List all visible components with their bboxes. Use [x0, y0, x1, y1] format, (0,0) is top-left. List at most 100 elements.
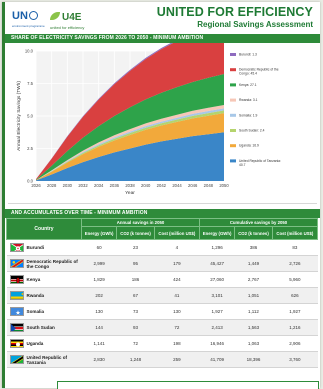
- cum-cost-header: Cost (million US$): [271, 226, 319, 240]
- legend-swatch: [230, 129, 236, 132]
- country-name: Burundi: [26, 239, 82, 256]
- legend-swatch: [230, 144, 236, 148]
- x-tick-label: 2028: [47, 183, 57, 188]
- value-cell: 130: [154, 303, 200, 320]
- value-cell: 5,960: [272, 271, 318, 288]
- u4e-logo: U4E united for efficiency: [50, 12, 85, 30]
- value-cell: 626: [272, 287, 318, 304]
- legend-label-cont: 40.7: [239, 163, 246, 167]
- energy-header: Energy (GWh): [80, 226, 118, 240]
- flag-cell: [6, 255, 27, 272]
- value-cell: 144: [81, 319, 117, 336]
- legend-label: Kenya: 27.1: [239, 83, 257, 87]
- cum-energy-header: Energy (GWh): [198, 226, 236, 240]
- value-cell: 45,427: [199, 255, 235, 272]
- area-series-5: [36, 74, 224, 181]
- value-cell: 60: [81, 239, 117, 256]
- value-cell: 179: [154, 255, 200, 272]
- value-cell: 2,413: [199, 319, 235, 336]
- value-cell: 41: [154, 287, 200, 304]
- value-cell: 386: [234, 239, 273, 256]
- value-cell: 67: [116, 287, 155, 304]
- value-cell: 27,060: [199, 271, 235, 288]
- value-cell: 16,946: [199, 335, 235, 352]
- value-cell: 424: [154, 271, 200, 288]
- table-section-title: AND ACCUMULATES OVER TIME - MINIMUM AMBI…: [5, 209, 320, 218]
- value-cell: 18,396: [234, 351, 273, 368]
- y-tick-label: 5.0: [27, 114, 33, 119]
- flag-cell: [6, 287, 27, 304]
- legend-swatch: [230, 159, 236, 163]
- legend-label: Uganda: 16.9: [239, 144, 259, 148]
- value-cell: 23: [116, 239, 155, 256]
- y-tick-label: 2.5: [27, 146, 33, 151]
- value-cell: 1,927: [272, 303, 318, 320]
- value-cell: 1,829: [81, 271, 117, 288]
- legend-label: United Republic of Tanzania:: [239, 159, 281, 163]
- legend-swatch: [230, 68, 236, 72]
- value-cell: 198: [154, 335, 200, 352]
- value-cell: 2,999: [81, 255, 117, 272]
- x-tick-label: 2048: [204, 183, 214, 188]
- unep-logo: UN environment programme: [12, 10, 45, 28]
- x-axis-label: Year: [125, 190, 135, 196]
- country-name: Uganda: [26, 335, 82, 352]
- value-cell: 1,449: [234, 255, 273, 272]
- annual-savings-header: Annual savings in 2050: [81, 218, 200, 227]
- value-cell: 3,101: [199, 287, 235, 304]
- value-cell: 130: [81, 303, 117, 320]
- value-cell: 1,051: [234, 287, 273, 304]
- y-axis-label: Annual Electricity Savings (TWh): [16, 81, 22, 151]
- value-cell: 73: [116, 303, 155, 320]
- x-tick-label: 2042: [157, 183, 167, 188]
- leaf-icon: [50, 12, 60, 20]
- flag-cell: [6, 303, 27, 320]
- table-row: Uganda 1,141 72 198 16,946 1,063 2,906: [6, 335, 318, 352]
- page-title: UNITED FOR EFFICIENCY: [156, 5, 313, 19]
- report-page: UN environment programme U4E united for …: [2, 2, 320, 388]
- y-tick-label: 0.0: [27, 179, 33, 184]
- value-cell: 3,760: [272, 351, 318, 368]
- tanzania-flag-icon: [9, 355, 24, 364]
- table-row: Democratic Republic of the Congo 2,999 95 1…: [6, 255, 318, 272]
- legend-swatch: [230, 83, 236, 87]
- value-cell: 1,112: [234, 303, 273, 320]
- value-cell: 259: [154, 351, 200, 368]
- x-tick-label: 2036: [110, 183, 120, 188]
- value-cell: 1,248: [116, 351, 155, 368]
- value-cell: 1,296: [199, 239, 235, 256]
- table-row: Burundi 60 23 4 1,296 386 83: [6, 239, 318, 256]
- y-tick-label: 10.0: [25, 49, 34, 54]
- report-header: UN environment programme U4E united for …: [5, 2, 320, 34]
- burundi-flag-icon: [9, 243, 24, 252]
- legend-swatch: [230, 98, 236, 102]
- country-name: Rwanda: [26, 287, 82, 304]
- legend-swatch: [230, 113, 236, 117]
- legend-label: Rwanda: 3.1: [239, 98, 258, 102]
- globe-icon: [28, 11, 38, 20]
- co2-header: CO2 (k tonnes): [116, 226, 155, 240]
- value-cell: 72: [116, 335, 155, 352]
- x-tick-label: 2030: [63, 183, 73, 188]
- kenya-flag-icon: [9, 275, 24, 284]
- flag-cell: [6, 351, 27, 368]
- area-chart-svg: 0.0 2.5 5.0 7.5 10.0 2026 2028 2030 2032 2034 2036…: [16, 43, 281, 196]
- y-tick-label: 7.5: [27, 81, 33, 86]
- x-tick-label: 2050: [219, 183, 229, 188]
- value-cell: 2,767: [234, 271, 273, 288]
- value-cell: 4: [154, 239, 200, 256]
- cum-co2-header: CO2 (k tonnes): [234, 226, 273, 240]
- x-tick-label: 2038: [125, 183, 135, 188]
- country-name: South Sudan: [26, 319, 82, 336]
- rwanda-flag-icon: [9, 291, 24, 300]
- x-tick-label: 2046: [188, 183, 198, 188]
- country-name: Kenya: [26, 271, 82, 288]
- value-cell: 41,709: [199, 351, 235, 368]
- x-tick-label: 2026: [31, 183, 41, 188]
- flag-cell: [6, 319, 27, 336]
- table-row: South Sudan 144 93 72 2,413 1,563 1,216: [6, 319, 318, 336]
- value-cell: 95: [116, 255, 155, 272]
- table-row: Somalia 130 73 130 1,927 1,112 1,927: [6, 303, 318, 320]
- table-row: Rwanda 202 67 41 3,101 1,051 626: [6, 287, 318, 304]
- flag-cell: [6, 271, 27, 288]
